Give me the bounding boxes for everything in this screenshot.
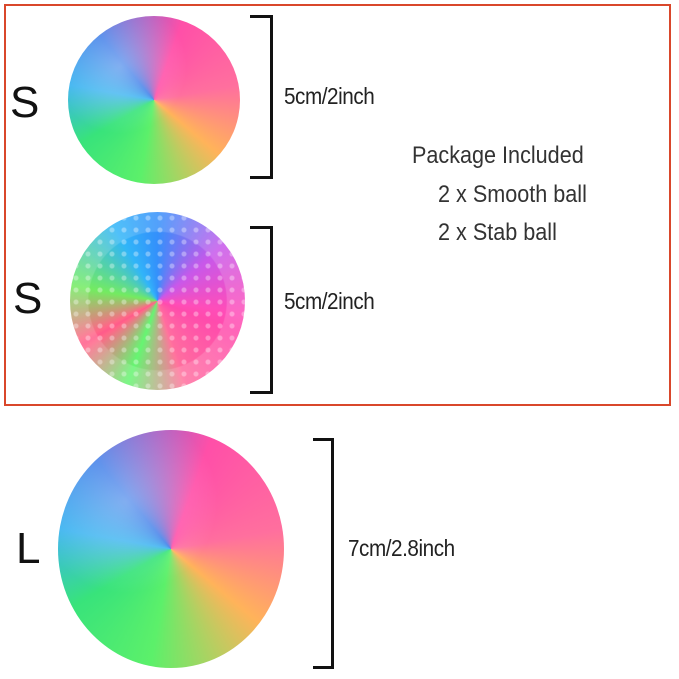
small-stab-ball-image xyxy=(70,212,245,390)
small-stab-size-label: S xyxy=(13,274,43,323)
small-stab-dimension: 5cm/2inch xyxy=(284,288,375,314)
small-smooth-bracket xyxy=(250,15,273,179)
large-size-label: L xyxy=(16,524,41,573)
package-title: Package Included xyxy=(412,142,584,169)
small-smooth-ball-image xyxy=(68,16,240,184)
large-bracket xyxy=(313,438,334,669)
package-frame xyxy=(4,4,671,406)
package-item: 2 x Stab ball xyxy=(438,219,557,246)
package-item: 2 x Smooth ball xyxy=(438,181,587,208)
small-smooth-size-label: S xyxy=(10,78,40,127)
large-dimension: 7cm/2.8inch xyxy=(348,535,455,561)
small-smooth-dimension: 5cm/2inch xyxy=(284,83,375,109)
small-stab-bracket xyxy=(250,226,273,394)
large-smooth-ball-image xyxy=(58,430,284,668)
